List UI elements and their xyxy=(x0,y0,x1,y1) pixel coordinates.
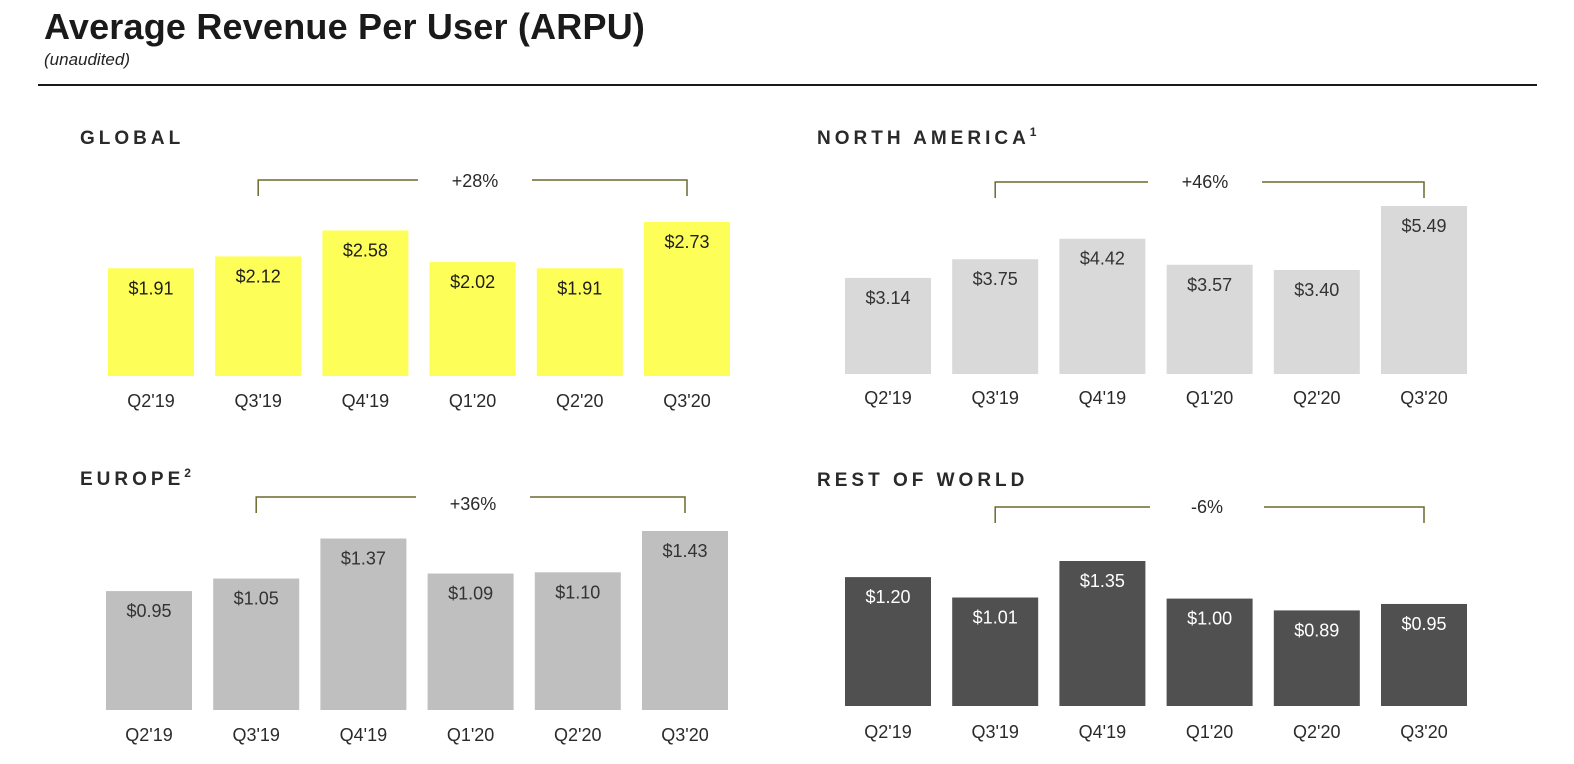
bar xyxy=(427,573,514,710)
data-label: $1.91 xyxy=(128,278,173,298)
data-label: $2.73 xyxy=(664,232,709,252)
chart-global: GLOBAL $1.91 Q2'19 $2.12 Q3'19 $2.58 Q4'19 $2.0… xyxy=(80,128,730,411)
chart-title: NORTH AMERICA1 xyxy=(817,125,1037,149)
data-label: $4.42 xyxy=(1080,249,1125,269)
bar xyxy=(1273,610,1360,706)
data-label: $3.75 xyxy=(973,269,1018,289)
data-label: $1.91 xyxy=(557,278,602,298)
page-title: Average Revenue Per User (ARPU) xyxy=(44,6,646,47)
x-tick-label: Q3'19 xyxy=(971,388,1018,408)
bar xyxy=(1059,561,1146,706)
bar xyxy=(1059,238,1146,374)
bar xyxy=(845,277,931,374)
x-tick-label: Q2'20 xyxy=(1293,722,1340,742)
x-tick-label: Q2'19 xyxy=(864,388,911,408)
x-tick-label: Q1'20 xyxy=(447,725,494,745)
bar xyxy=(1166,264,1253,374)
bar xyxy=(845,577,931,706)
data-label: $3.57 xyxy=(1187,275,1232,295)
data-label: $3.14 xyxy=(865,288,910,308)
x-tick-label: Q3'20 xyxy=(1400,722,1447,742)
growth-bracket-right xyxy=(1264,506,1425,523)
bar xyxy=(644,222,730,376)
data-label: $0.95 xyxy=(126,601,171,621)
x-tick-label: Q1'20 xyxy=(1186,388,1233,408)
data-label: $1.43 xyxy=(662,541,707,561)
bar xyxy=(1166,598,1253,706)
bar xyxy=(106,591,192,710)
data-label: $1.09 xyxy=(448,584,493,604)
growth-label: +46% xyxy=(1182,172,1229,192)
x-tick-label: Q1'20 xyxy=(449,391,496,411)
growth-bracket-left xyxy=(257,179,418,196)
x-tick-label: Q2'19 xyxy=(127,391,174,411)
bar xyxy=(1273,269,1360,374)
data-label: $2.12 xyxy=(236,266,281,286)
chart-rest-of-world: REST OF WORLD $1.20 Q2'19 $1.01 Q3'19 $1.35 Q4… xyxy=(817,470,1467,742)
data-label: $2.02 xyxy=(450,272,495,292)
x-tick-label: Q4'19 xyxy=(1079,388,1126,408)
chart-north-america: NORTH AMERICA1 $3.14 Q2'19 $3.75 Q3'19 $4.42 Q… xyxy=(817,125,1467,408)
bar xyxy=(429,262,516,376)
data-label: $3.40 xyxy=(1294,280,1339,300)
data-label: $1.05 xyxy=(234,589,279,609)
x-tick-label: Q3'20 xyxy=(663,391,710,411)
growth-bracket-right xyxy=(532,179,688,196)
data-label: $1.20 xyxy=(865,587,910,607)
chart-title-footnote: 2 xyxy=(184,466,191,480)
bar xyxy=(213,578,300,710)
x-tick-label: Q2'19 xyxy=(125,725,172,745)
chart-title-footnote: 1 xyxy=(1030,125,1037,139)
data-label: $1.35 xyxy=(1080,571,1125,591)
data-label: $5.49 xyxy=(1401,216,1446,236)
x-tick-label: Q2'20 xyxy=(556,391,603,411)
growth-bracket-left xyxy=(994,181,1148,198)
growth-label: +36% xyxy=(450,494,497,514)
bar xyxy=(1381,603,1467,706)
header-divider xyxy=(38,84,1537,86)
bar xyxy=(215,256,302,376)
data-label: $1.00 xyxy=(1187,609,1232,629)
growth-bracket-left xyxy=(255,496,416,513)
data-label: $0.95 xyxy=(1401,614,1446,634)
x-tick-label: Q3'19 xyxy=(234,391,281,411)
growth-bracket-left xyxy=(994,506,1150,523)
page-subtitle: (unaudited) xyxy=(44,50,131,69)
x-tick-label: Q3'20 xyxy=(661,725,708,745)
x-tick-label: Q3'19 xyxy=(232,725,279,745)
x-tick-label: Q4'19 xyxy=(340,725,387,745)
x-tick-label: Q3'20 xyxy=(1400,388,1447,408)
growth-label: +28% xyxy=(452,171,499,191)
bar xyxy=(320,538,407,710)
bar xyxy=(108,268,194,376)
data-label: $2.58 xyxy=(343,240,388,260)
chart-title: EUROPE2 xyxy=(80,466,191,490)
bar xyxy=(536,268,623,376)
x-tick-label: Q2'19 xyxy=(864,722,911,742)
x-tick-label: Q3'19 xyxy=(971,722,1018,742)
bar xyxy=(1381,206,1467,374)
x-tick-label: Q4'19 xyxy=(342,391,389,411)
data-label: $1.01 xyxy=(973,608,1018,628)
chart-title: REST OF WORLD xyxy=(817,470,1028,491)
chart-europe: EUROPE2 $0.95 Q2'19 $1.05 Q3'19 $1.37 Q4'19 $1.… xyxy=(80,466,728,745)
bar xyxy=(534,572,621,710)
bar xyxy=(322,230,409,376)
x-tick-label: Q2'20 xyxy=(1293,388,1340,408)
x-tick-label: Q1'20 xyxy=(1186,722,1233,742)
data-label: $1.10 xyxy=(555,582,600,602)
growth-bracket-right xyxy=(530,496,686,513)
bar xyxy=(952,597,1039,706)
data-label: $0.89 xyxy=(1294,620,1339,640)
x-tick-label: Q2'20 xyxy=(554,725,601,745)
growth-bracket-right xyxy=(1262,181,1425,198)
growth-label: -6% xyxy=(1191,497,1223,517)
bar xyxy=(642,531,728,710)
x-tick-label: Q4'19 xyxy=(1079,722,1126,742)
chart-title: GLOBAL xyxy=(80,128,184,149)
bar xyxy=(952,259,1039,374)
data-label: $1.37 xyxy=(341,549,386,569)
